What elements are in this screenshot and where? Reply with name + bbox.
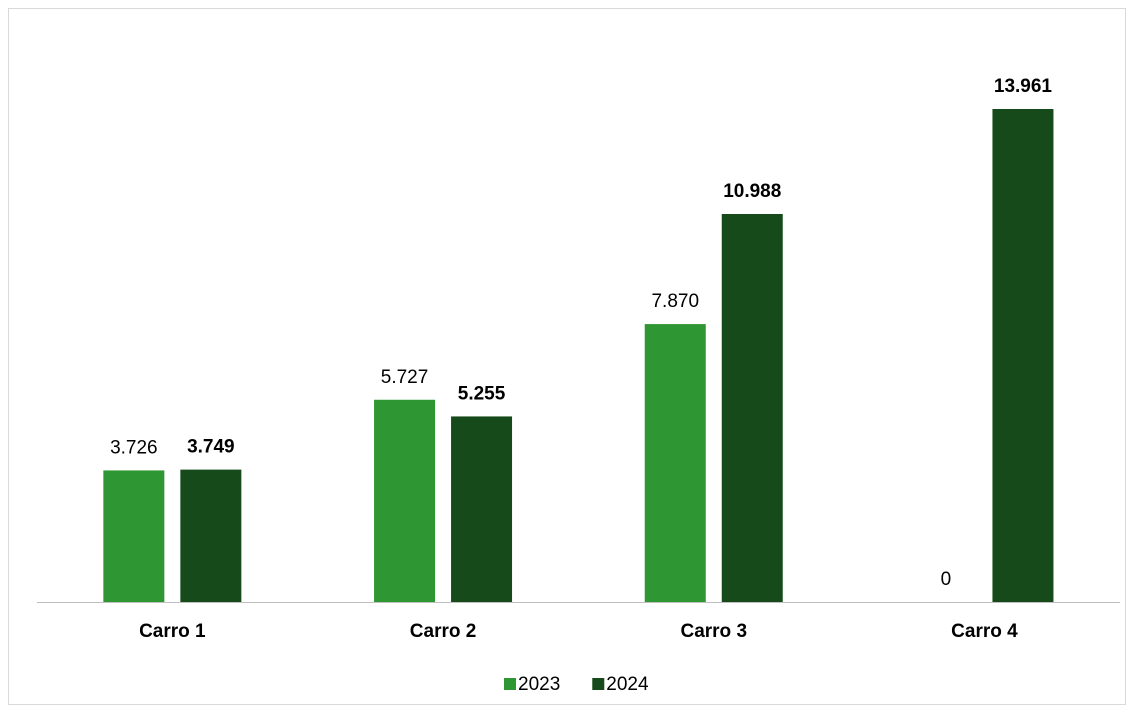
x-tick-label: Carro 1 <box>139 621 206 642</box>
legend-swatch <box>504 678 516 690</box>
x-tick-label: Carro 2 <box>410 621 477 642</box>
bar <box>721 213 783 602</box>
bar <box>451 416 513 602</box>
legend-swatch <box>592 678 605 690</box>
bar <box>180 469 242 602</box>
data-label: 10.988 <box>723 181 781 202</box>
data-label: 7.870 <box>651 291 699 312</box>
bar <box>644 324 706 602</box>
bar <box>992 109 1054 602</box>
data-label: 5.255 <box>458 383 506 404</box>
data-label: 3.726 <box>110 437 158 458</box>
x-tick-label: Carro 4 <box>951 621 1018 642</box>
x-tick-label: Carro 3 <box>680 621 747 642</box>
bar <box>374 399 436 602</box>
data-label: 5.727 <box>381 367 429 388</box>
legend-label: 2024 <box>606 674 649 695</box>
data-label: 3.749 <box>187 437 235 458</box>
data-label: 0 <box>941 569 952 590</box>
legend-label: 2023 <box>518 674 560 695</box>
data-label: 13.961 <box>994 76 1053 97</box>
chart-frame <box>8 8 1126 705</box>
bar <box>103 470 165 602</box>
